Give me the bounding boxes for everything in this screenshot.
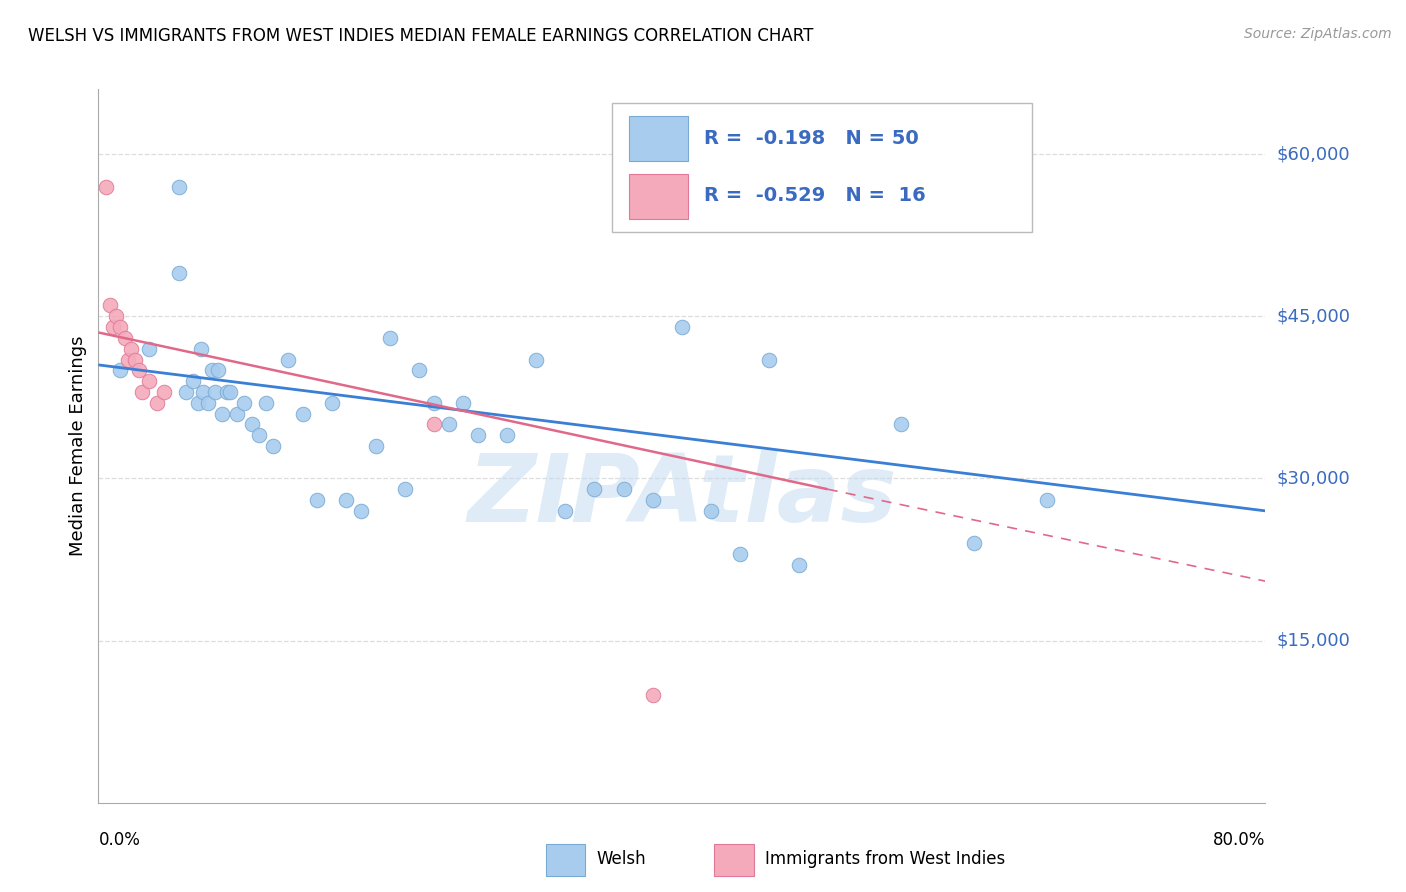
Text: $15,000: $15,000 [1277, 632, 1350, 649]
Point [758, 352, 780, 367]
Point [524, 352, 547, 367]
Text: WELSH VS IMMIGRANTS FROM WEST INDIES MEDIAN FEMALE EARNINGS CORRELATION CHART: WELSH VS IMMIGRANTS FROM WEST INDIES MED… [28, 27, 814, 45]
Point [700, 504, 723, 518]
Point [204, 384, 226, 399]
Point [1035, 493, 1057, 508]
Text: $60,000: $60,000 [1277, 145, 1350, 163]
Point [787, 558, 810, 572]
Point [201, 363, 224, 377]
Point [277, 352, 299, 367]
Point [117, 352, 139, 367]
Y-axis label: Median Female Earnings: Median Female Earnings [69, 335, 87, 557]
Bar [714, 844, 754, 876]
Point [138, 342, 160, 356]
Text: 80.0%: 80.0% [1213, 830, 1265, 848]
Point [962, 536, 984, 550]
Text: Welsh: Welsh [596, 849, 645, 868]
Point [94, 179, 117, 194]
Point [181, 374, 204, 388]
Point [335, 493, 357, 508]
Point [291, 407, 314, 421]
Point [307, 493, 329, 508]
Point [167, 266, 190, 280]
Point [364, 439, 387, 453]
Text: R =  -0.198   N = 50: R = -0.198 N = 50 [704, 128, 920, 148]
Point [394, 482, 416, 496]
Point [423, 417, 446, 432]
Point [495, 428, 517, 442]
Point [114, 331, 136, 345]
Point [110, 320, 132, 334]
Point [124, 352, 146, 367]
Point [350, 504, 373, 518]
FancyBboxPatch shape [612, 103, 1032, 232]
Point [641, 493, 664, 508]
Point [583, 482, 606, 496]
Text: 0.0%: 0.0% [98, 830, 141, 848]
Point [104, 310, 127, 324]
Point [215, 384, 238, 399]
Point [146, 396, 169, 410]
Point [671, 320, 693, 334]
Point [321, 396, 343, 410]
Point [211, 407, 233, 421]
Point [110, 363, 132, 377]
Text: ZIPAtlas: ZIPAtlas [467, 450, 897, 542]
Text: Source: ZipAtlas.com: Source: ZipAtlas.com [1244, 27, 1392, 41]
Point [423, 396, 446, 410]
Point [193, 384, 215, 399]
Text: R =  -0.529   N =  16: R = -0.529 N = 16 [704, 186, 927, 205]
Point [641, 688, 664, 702]
Text: Immigrants from West Indies: Immigrants from West Indies [765, 849, 1005, 868]
Text: $45,000: $45,000 [1277, 307, 1351, 326]
Point [437, 417, 460, 432]
Text: $30,000: $30,000 [1277, 469, 1350, 487]
Bar [628, 116, 688, 161]
Point [187, 396, 209, 410]
Point [254, 396, 277, 410]
Point [554, 504, 576, 518]
Point [262, 439, 284, 453]
Bar [546, 844, 585, 876]
Point [226, 407, 249, 421]
Point [120, 342, 142, 356]
Point [408, 363, 430, 377]
Point [218, 384, 240, 399]
Point [197, 396, 219, 410]
Point [612, 482, 634, 496]
Point [467, 428, 489, 442]
Point [167, 179, 190, 194]
Point [128, 363, 150, 377]
Point [890, 417, 912, 432]
Point [378, 331, 402, 345]
Bar [628, 174, 688, 219]
Point [190, 342, 212, 356]
Point [247, 428, 270, 442]
Point [233, 396, 256, 410]
Point [131, 384, 153, 399]
Point [101, 320, 124, 334]
Point [207, 363, 229, 377]
Point [730, 547, 752, 561]
Point [174, 384, 197, 399]
Point [98, 298, 121, 312]
Point [451, 396, 474, 410]
Point [240, 417, 263, 432]
Point [138, 374, 160, 388]
Point [153, 384, 176, 399]
